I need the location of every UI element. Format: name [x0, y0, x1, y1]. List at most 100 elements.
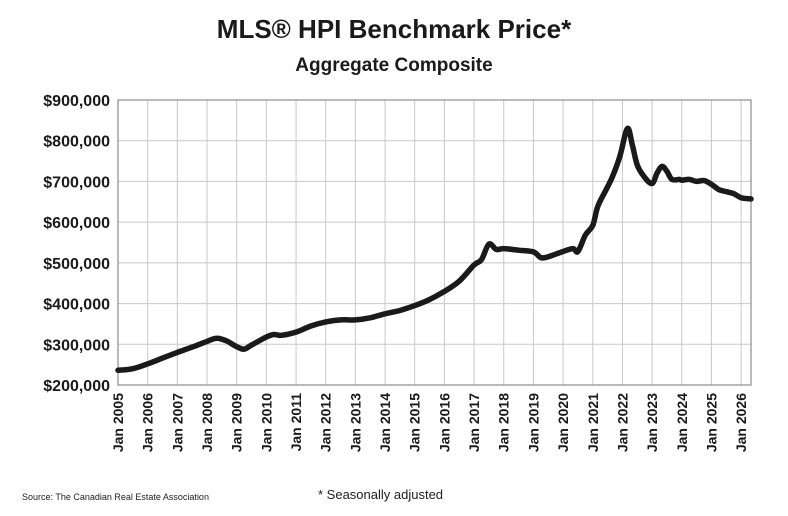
data-point — [235, 345, 238, 348]
data-point — [611, 175, 614, 178]
data-point — [146, 362, 149, 365]
x-tick-label: Jan 2007 — [169, 393, 185, 452]
data-point — [272, 333, 275, 336]
data-point — [309, 325, 312, 328]
data-point — [502, 247, 505, 250]
data-point — [428, 298, 431, 301]
data-point — [539, 256, 542, 259]
series-line-benchmark-price — [115, 125, 754, 374]
data-point — [695, 180, 698, 183]
data-point — [636, 164, 639, 167]
data-point — [413, 304, 416, 307]
data-point — [651, 182, 654, 185]
data-point — [591, 224, 594, 227]
data-point — [191, 346, 194, 349]
x-tick-label: Jan 2024 — [674, 393, 690, 452]
data-point — [717, 188, 720, 191]
x-tick-label: Jan 2006 — [140, 393, 156, 452]
x-tick-label: Jan 2026 — [733, 393, 749, 452]
data-point — [250, 344, 253, 347]
x-tick-label: Jan 2018 — [496, 393, 512, 452]
chart-title: MLS® HPI Benchmark Price* — [216, 14, 572, 44]
data-point — [324, 320, 327, 323]
data-point — [369, 316, 372, 319]
data-point — [643, 176, 646, 179]
y-tick-label: $200,000 — [43, 378, 110, 395]
data-point — [656, 172, 659, 175]
data-point — [572, 247, 575, 250]
data-point — [215, 337, 218, 340]
x-tick-label: Jan 2010 — [258, 393, 274, 452]
y-tick-label: $600,000 — [43, 215, 110, 232]
x-tick-label: Jan 2008 — [199, 393, 215, 452]
data-point — [665, 170, 668, 173]
plot-border — [117, 99, 752, 386]
x-tick-label: Jan 2016 — [436, 393, 452, 452]
data-point — [495, 248, 498, 251]
data-point — [596, 205, 599, 208]
data-point — [265, 336, 268, 339]
x-tick-label: Jan 2012 — [318, 393, 334, 452]
footnote: * Seasonally adjusted — [318, 487, 444, 502]
data-point — [562, 250, 565, 253]
data-point — [576, 250, 579, 253]
data-point — [458, 280, 461, 283]
x-tick-label: Jan 2014 — [377, 393, 393, 452]
data-point — [604, 190, 607, 193]
y-tick-label: $700,000 — [43, 174, 110, 191]
x-tick-label: Jan 2025 — [703, 393, 719, 452]
x-axis-ticks: Jan 2005 Jan 2006 Jan 2007 Jan 2008 Jan 2009… — [110, 393, 749, 452]
data-point — [206, 340, 209, 343]
data-point — [176, 351, 179, 354]
data-point — [280, 334, 283, 337]
data-point — [740, 196, 743, 199]
data-point — [732, 192, 735, 195]
data-point — [398, 309, 401, 312]
plot-area — [118, 100, 751, 385]
data-point — [532, 250, 535, 253]
data-point — [680, 179, 683, 182]
x-tick-label: Jan 2023 — [644, 393, 660, 452]
x-tick-label: Jan 2005 — [110, 393, 126, 452]
data-point — [631, 143, 634, 146]
y-tick-label: $500,000 — [43, 256, 110, 273]
data-point — [117, 369, 120, 372]
x-tick-label: Jan 2020 — [555, 393, 571, 452]
x-tick-label: Jan 2022 — [614, 393, 630, 452]
data-point — [295, 331, 298, 334]
data-point — [584, 234, 587, 237]
data-point — [443, 290, 446, 293]
data-point — [703, 179, 706, 182]
data-point — [480, 258, 483, 261]
data-point — [725, 190, 728, 193]
data-point — [661, 165, 664, 168]
data-point — [547, 255, 550, 258]
data-point — [517, 249, 520, 252]
x-tick-label: Jan 2015 — [407, 393, 423, 452]
data-point — [131, 367, 134, 370]
chart-subtitle: Aggregate Composite — [295, 55, 493, 76]
data-point — [339, 318, 342, 321]
x-tick-label: Jan 2021 — [585, 393, 601, 452]
y-tick-label: $300,000 — [43, 337, 110, 354]
series-layer — [115, 125, 754, 374]
data-point — [626, 127, 629, 130]
y-axis-ticks: $200,000 $300,000 $400,000 $500,000 $600,000… — [43, 93, 110, 395]
data-point — [161, 357, 164, 360]
plot-background — [118, 100, 751, 385]
data-point — [384, 312, 387, 315]
data-point — [473, 263, 476, 266]
x-tick-label: Jan 2013 — [347, 393, 363, 452]
x-tick-label: Jan 2009 — [229, 393, 245, 452]
data-point — [670, 178, 673, 181]
plot-frame — [117, 99, 752, 386]
data-point — [487, 243, 490, 246]
x-tick-label: Jan 2017 — [466, 393, 482, 452]
y-tick-label: $800,000 — [43, 134, 110, 151]
y-tick-label: $400,000 — [43, 297, 110, 314]
data-point — [225, 340, 228, 343]
y-tick-label: $900,000 — [43, 93, 110, 110]
source-note: Source: The Canadian Real Estate Associa… — [22, 492, 209, 502]
data-point — [710, 183, 713, 186]
data-point — [688, 178, 691, 181]
